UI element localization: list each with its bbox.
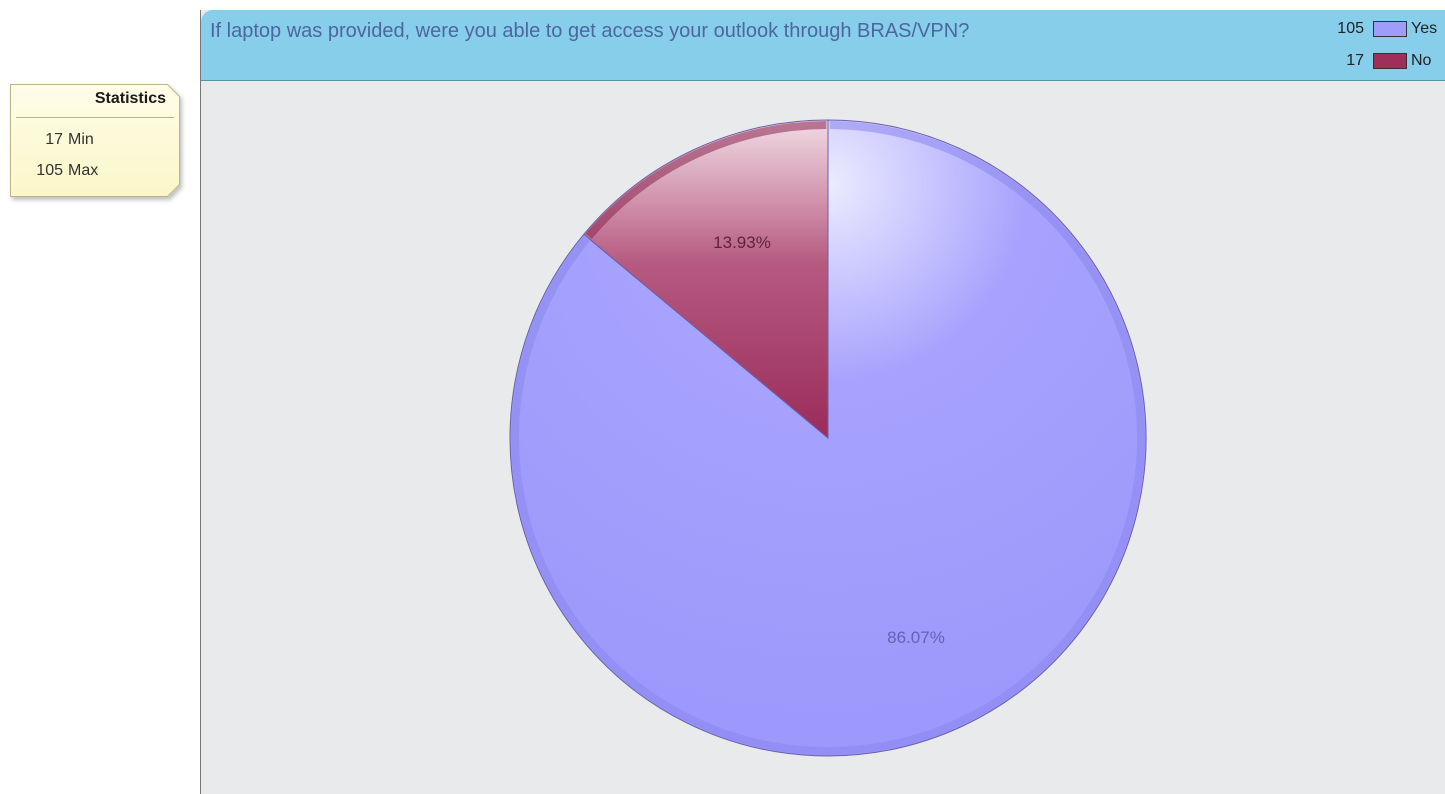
pie-slice-no-rim	[585, 121, 827, 239]
pie-label-no: 13.93%	[713, 233, 771, 252]
legend-yes-label: Yes	[1411, 20, 1438, 37]
pie-chart: 86.07% 13.93%	[509, 119, 1147, 757]
statistics-title: Statistics	[94, 90, 166, 107]
pie-slice-yes[interactable]	[509, 119, 1147, 757]
pie-label-yes: 86.07%	[887, 628, 945, 647]
statistics-divider	[16, 117, 174, 118]
pie-slice-yes-rim	[511, 121, 1145, 755]
statistics-max-label: Max	[68, 162, 99, 179]
legend-yes-swatch	[1373, 21, 1407, 37]
pie-slice-no[interactable]	[583, 119, 829, 440]
legend-yes-count: 105	[1337, 20, 1364, 37]
legend-no-swatch	[1373, 53, 1407, 69]
chart-frame: If laptop was provided, were you able to…	[200, 10, 1445, 794]
statistics-panel: Statistics 17 Min 105 Max	[10, 84, 180, 197]
legend-no-label: No	[1411, 52, 1432, 69]
legend-item-yes[interactable]: 105 Yes	[1306, 18, 1445, 40]
chart-title: If laptop was provided, were you able to…	[210, 20, 970, 42]
legend-item-no[interactable]: 17 No	[1306, 50, 1445, 72]
statistics-min-value: 17	[45, 131, 63, 148]
chart-header: If laptop was provided, were you able to…	[201, 10, 1445, 81]
legend-no-count: 17	[1346, 52, 1364, 69]
statistics-min-label: Min	[68, 131, 94, 148]
statistics-max-value: 105	[36, 162, 63, 179]
